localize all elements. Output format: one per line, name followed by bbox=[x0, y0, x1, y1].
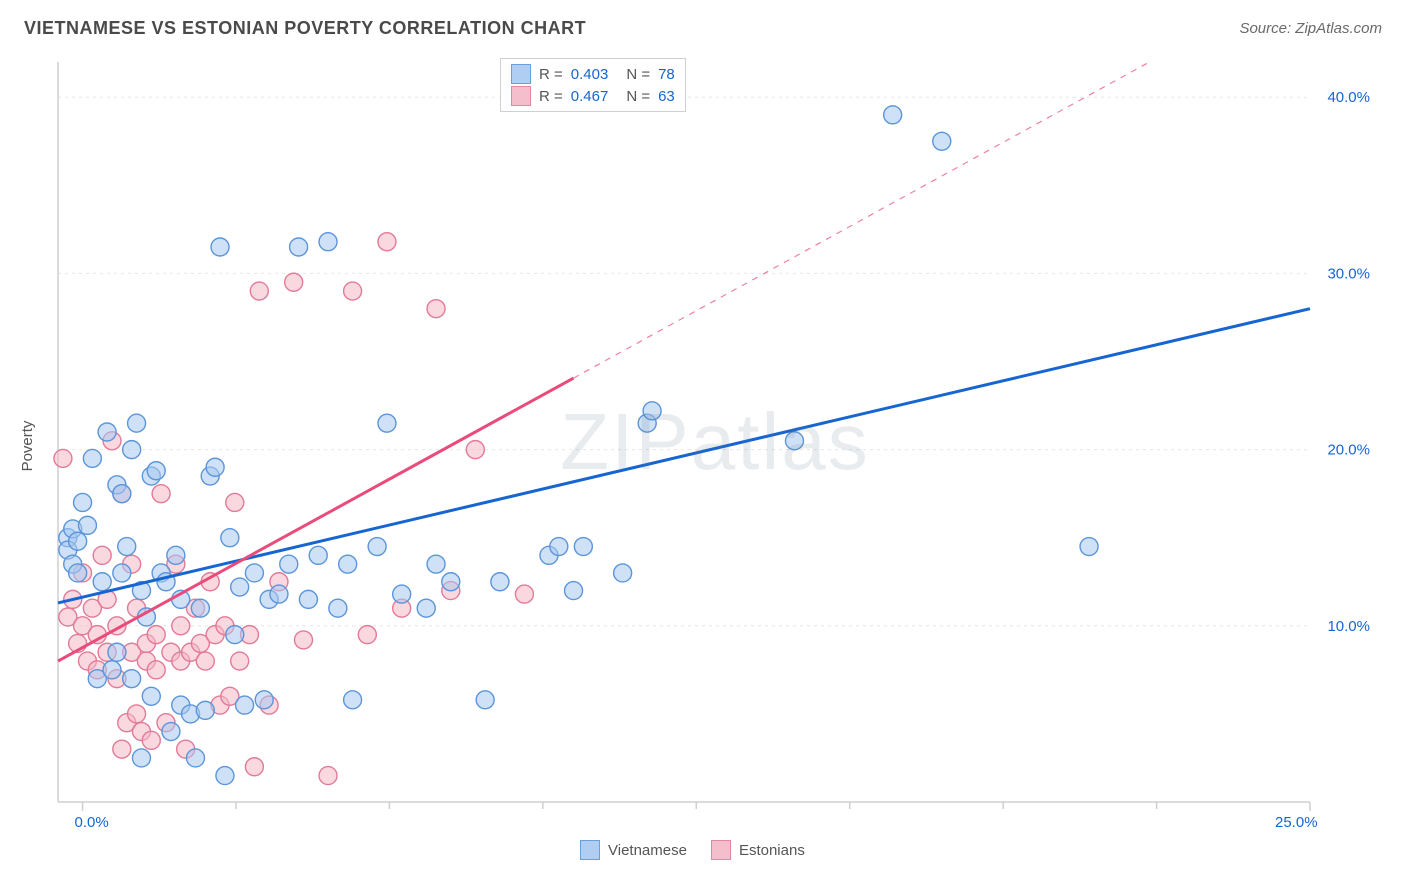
legend-row-estonians: R = 0.467 N = 63 bbox=[511, 85, 675, 107]
series-legend-item-vietnamese: Vietnamese bbox=[580, 840, 687, 860]
chart-plot-area: 10.0%20.0%30.0%40.0% ZIPatlas R = 0.403N… bbox=[50, 52, 1380, 832]
legend-n-label: N = bbox=[626, 88, 650, 105]
legend-n-value-vietnamese: 78 bbox=[658, 66, 675, 83]
series-label-vietnamese: Vietnamese bbox=[608, 842, 687, 859]
legend-n-value-estonians: 63 bbox=[658, 88, 675, 105]
x-axis-tick-label: 0.0% bbox=[75, 814, 109, 831]
svg-text:30.0%: 30.0% bbox=[1327, 265, 1370, 282]
svg-text:20.0%: 20.0% bbox=[1327, 442, 1370, 459]
series-legend-item-estonians: Estonians bbox=[711, 840, 805, 860]
legend-r-value-estonians: 0.467 bbox=[571, 88, 609, 105]
correlation-legend: R = 0.403 N = 78 R = 0.467 N = 63 bbox=[500, 58, 686, 112]
source-attribution: Source: ZipAtlas.com bbox=[1239, 20, 1382, 37]
legend-r-label: R = bbox=[539, 88, 563, 105]
legend-n-label: N = bbox=[626, 66, 650, 83]
svg-text:40.0%: 40.0% bbox=[1327, 89, 1370, 106]
series-swatch-estonians bbox=[711, 840, 731, 860]
legend-swatch-vietnamese bbox=[511, 64, 531, 84]
legend-swatch-estonians bbox=[511, 86, 531, 106]
series-swatch-vietnamese bbox=[580, 840, 600, 860]
y-axis-label: Poverty bbox=[19, 421, 36, 472]
legend-row-vietnamese: R = 0.403 N = 78 bbox=[511, 63, 675, 85]
x-axis-tick-label: 25.0% bbox=[1275, 814, 1318, 831]
series-legend: Vietnamese Estonians bbox=[580, 840, 805, 860]
svg-text:10.0%: 10.0% bbox=[1327, 618, 1370, 635]
legend-r-value-vietnamese: 0.403 bbox=[571, 66, 609, 83]
legend-r-label: R = bbox=[539, 66, 563, 83]
chart-title: VIETNAMESE VS ESTONIAN POVERTY CORRELATI… bbox=[24, 18, 586, 39]
scatter-chart-svg: 10.0% 20.0% 30.0% 40.0% bbox=[50, 52, 1380, 832]
series-label-estonians: Estonians bbox=[739, 842, 805, 859]
